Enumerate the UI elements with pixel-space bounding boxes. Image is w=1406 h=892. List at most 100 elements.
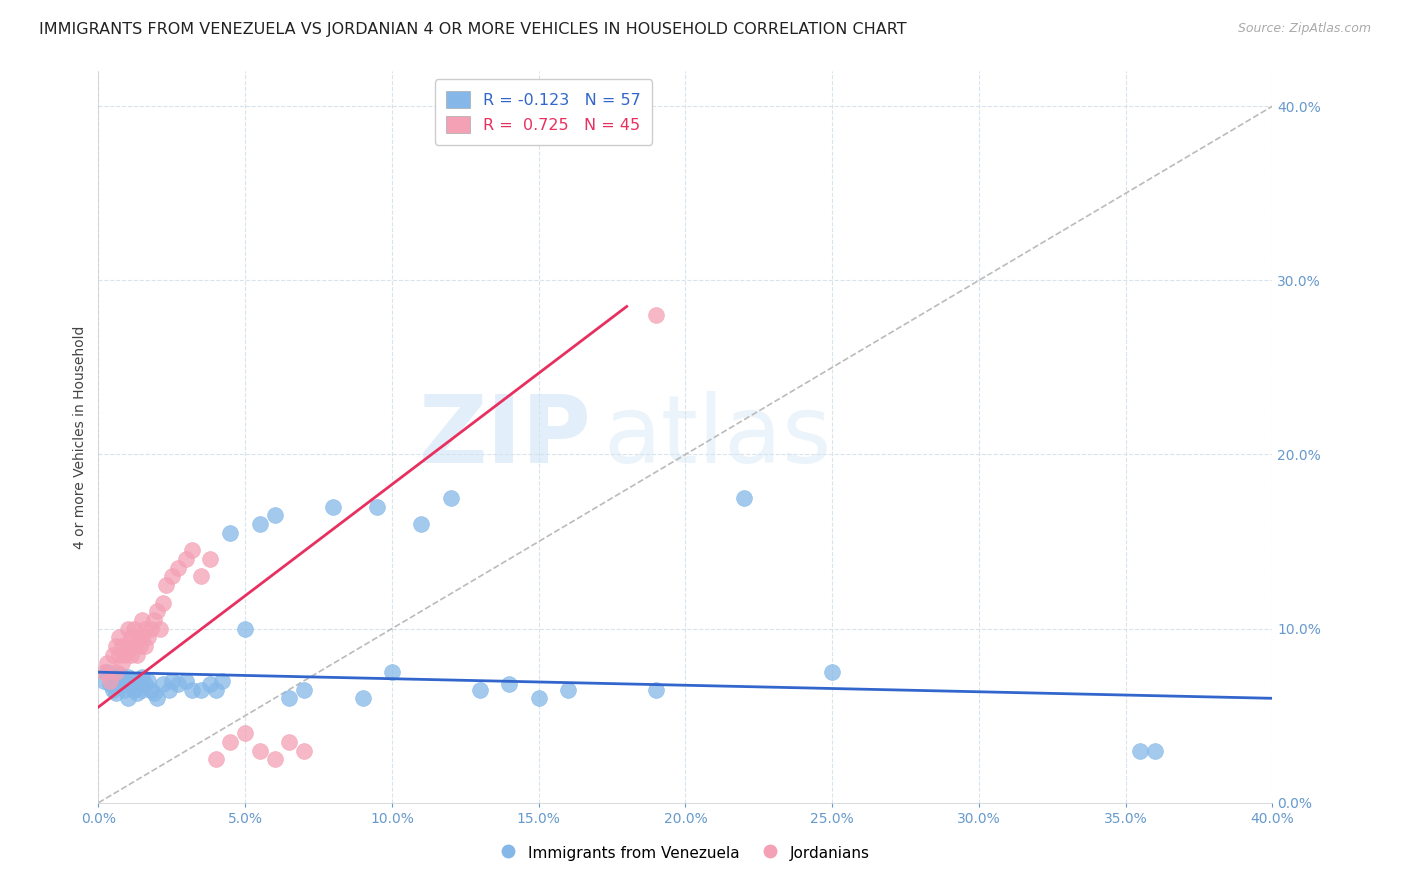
- Point: [134, 622, 156, 636]
- Point: [117, 691, 139, 706]
- Point: [190, 569, 212, 583]
- Point: [122, 622, 145, 636]
- Point: [136, 673, 159, 688]
- Point: [111, 670, 134, 684]
- Point: [122, 682, 145, 697]
- Point: [292, 743, 315, 757]
- Point: [114, 648, 136, 662]
- Point: [190, 682, 212, 697]
- Legend: Immigrants from Venezuela, Jordanians: Immigrants from Venezuela, Jordanians: [494, 837, 877, 868]
- Point: [152, 595, 174, 609]
- Point: [117, 622, 139, 636]
- Point: [136, 631, 159, 645]
- Point: [181, 682, 204, 697]
- Point: [105, 639, 128, 653]
- Point: [96, 657, 118, 671]
- Text: IMMIGRANTS FROM VENEZUELA VS JORDANIAN 4 OR MORE VEHICLES IN HOUSEHOLD CORRELATI: IMMIGRANTS FROM VENEZUELA VS JORDANIAN 4…: [39, 22, 907, 37]
- Point: [292, 682, 315, 697]
- Point: [101, 670, 124, 684]
- Point: [381, 665, 404, 680]
- Point: [411, 517, 433, 532]
- Point: [125, 686, 148, 700]
- Point: [468, 682, 491, 697]
- Point: [439, 491, 461, 505]
- Point: [219, 525, 242, 540]
- Point: [160, 673, 183, 688]
- Point: [160, 569, 183, 583]
- Point: [149, 622, 172, 636]
- Point: [93, 665, 115, 680]
- Point: [98, 673, 121, 688]
- Point: [96, 665, 118, 680]
- Point: [498, 677, 520, 691]
- Point: [105, 686, 128, 700]
- Point: [205, 682, 228, 697]
- Point: [557, 682, 579, 697]
- Text: Source: ZipAtlas.com: Source: ZipAtlas.com: [1237, 22, 1371, 36]
- Point: [366, 500, 388, 514]
- Point: [101, 648, 124, 662]
- Point: [122, 673, 145, 688]
- Point: [101, 682, 124, 697]
- Point: [176, 673, 198, 688]
- Point: [131, 682, 153, 697]
- Point: [205, 752, 228, 766]
- Point: [152, 677, 174, 691]
- Point: [131, 613, 153, 627]
- Point: [143, 613, 166, 627]
- Point: [233, 726, 256, 740]
- Point: [108, 673, 131, 688]
- Point: [120, 648, 142, 662]
- Point: [131, 631, 153, 645]
- Point: [166, 560, 188, 574]
- Point: [645, 682, 668, 697]
- Point: [111, 639, 134, 653]
- Point: [155, 578, 177, 592]
- Point: [117, 670, 139, 684]
- Point: [111, 657, 134, 671]
- Point: [146, 691, 169, 706]
- Text: atlas: atlas: [603, 391, 831, 483]
- Point: [114, 682, 136, 697]
- Point: [1129, 743, 1152, 757]
- Point: [141, 682, 163, 697]
- Point: [219, 735, 242, 749]
- Point: [181, 543, 204, 558]
- Point: [1144, 743, 1167, 757]
- Text: ZIP: ZIP: [419, 391, 592, 483]
- Point: [128, 639, 150, 653]
- Point: [93, 673, 115, 688]
- Point: [249, 743, 271, 757]
- Point: [125, 648, 148, 662]
- Point: [120, 631, 142, 645]
- Point: [108, 631, 131, 645]
- Point: [114, 673, 136, 688]
- Point: [198, 552, 221, 566]
- Point: [108, 667, 131, 681]
- Point: [122, 639, 145, 653]
- Point: [108, 648, 131, 662]
- Point: [198, 677, 221, 691]
- Point: [733, 491, 755, 505]
- Point: [128, 677, 150, 691]
- Point: [645, 308, 668, 322]
- Point: [143, 686, 166, 700]
- Point: [211, 673, 233, 688]
- Point: [233, 622, 256, 636]
- Point: [322, 500, 344, 514]
- Point: [249, 517, 271, 532]
- Point: [125, 631, 148, 645]
- Point: [146, 604, 169, 618]
- Point: [157, 682, 180, 697]
- Point: [131, 670, 153, 684]
- Point: [263, 752, 285, 766]
- Point: [527, 691, 550, 706]
- Point: [176, 552, 198, 566]
- Point: [134, 677, 156, 691]
- Point: [352, 691, 374, 706]
- Point: [120, 677, 142, 691]
- Point: [166, 677, 188, 691]
- Point: [134, 639, 156, 653]
- Point: [263, 508, 285, 523]
- Point: [105, 665, 128, 680]
